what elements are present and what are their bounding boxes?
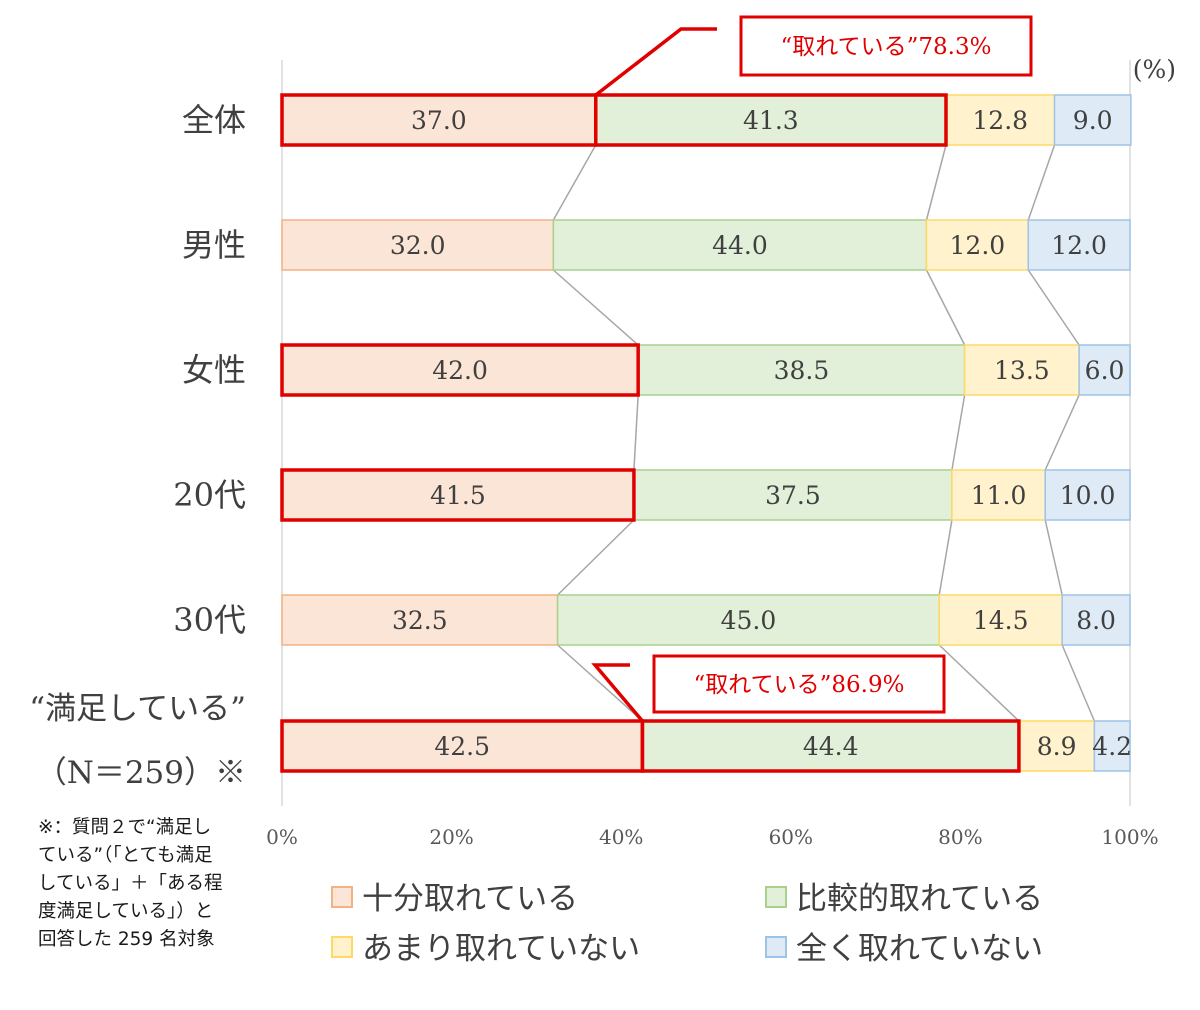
bar-segment-1 <box>281 720 644 772</box>
data-label: 42.5 <box>434 732 490 761</box>
bar-segment-4 <box>1093 720 1131 772</box>
bar-segment-3 <box>1018 720 1096 772</box>
data-label: 14.5 <box>973 606 1029 635</box>
callout-text: “取れている”86.9% <box>694 672 905 698</box>
legend-swatch <box>765 936 787 958</box>
data-label: 10.0 <box>1060 481 1116 510</box>
series-connector-line <box>938 519 953 596</box>
bar-segment-4 <box>1044 469 1131 521</box>
bar-segment-3 <box>925 219 1029 271</box>
callout-leader-line <box>591 663 644 723</box>
legend-label: 十分取れている <box>362 881 578 917</box>
highlight-outline <box>640 719 1021 773</box>
bar-segment-2 <box>633 469 953 521</box>
highlight-outline <box>280 468 636 522</box>
series-connector-line <box>1044 519 1063 596</box>
data-label: 37.0 <box>411 106 467 135</box>
bar-segment-3 <box>951 469 1046 521</box>
highlight-outline <box>594 93 948 147</box>
data-label: 32.0 <box>390 231 446 260</box>
category-label: （N＝259）※ <box>36 755 246 791</box>
x-tick-label: 20% <box>429 825 473 849</box>
data-label: 11.0 <box>971 481 1027 510</box>
series-connector-line <box>925 269 966 346</box>
series-connector-line <box>552 144 597 221</box>
legend-swatch <box>331 936 353 958</box>
callout-box <box>652 654 946 714</box>
series-connector-line <box>925 144 947 221</box>
legend-label: 全く取れていない <box>796 931 1043 967</box>
bar-segment-4 <box>1078 344 1131 396</box>
highlight-outline <box>280 343 640 397</box>
legend-label: あまり取れていない <box>362 931 640 967</box>
series-connector-line <box>557 644 643 722</box>
x-tick-label: 60% <box>769 825 813 849</box>
callout-box <box>739 15 1033 77</box>
series-connector-line <box>1061 644 1096 722</box>
category-label: 30代 <box>173 601 246 639</box>
series-connector-line <box>633 394 639 471</box>
data-label: 41.3 <box>743 106 799 135</box>
series-connector-line <box>1044 394 1080 471</box>
category-label: 男性 <box>182 226 246 264</box>
series-connector-line <box>1027 144 1056 221</box>
data-label: 45.0 <box>721 606 777 635</box>
x-tick-label: 100% <box>1101 825 1158 849</box>
data-label: 12.8 <box>972 106 1028 135</box>
bar-segment-1 <box>281 219 555 271</box>
bar-segment-4 <box>1061 594 1131 646</box>
category-label: “満足している” <box>29 691 246 727</box>
series-connector-line <box>938 644 1020 722</box>
data-label: 44.4 <box>803 732 859 761</box>
data-label: 44.0 <box>712 231 768 260</box>
data-label: 41.5 <box>430 481 486 510</box>
callout-text: “取れている”78.3% <box>781 34 992 60</box>
bar-segment-3 <box>938 594 1063 646</box>
series-connector-line <box>951 394 966 471</box>
data-label: 12.0 <box>950 231 1006 260</box>
legend-label: 比較的取れている <box>796 881 1043 917</box>
x-tick-label: 40% <box>599 825 643 849</box>
data-label: 12.0 <box>1051 231 1107 260</box>
series-connector-line <box>552 269 639 346</box>
category-label: 全体 <box>182 101 246 139</box>
data-label: 6.0 <box>1085 356 1125 385</box>
data-label: 9.0 <box>1073 106 1113 135</box>
bar-segment-2 <box>637 344 966 396</box>
data-label: 8.0 <box>1076 606 1116 635</box>
unit-label: (%) <box>1133 55 1176 84</box>
x-tick-label: 80% <box>938 825 982 849</box>
data-label: 13.5 <box>994 356 1050 385</box>
legend-swatch <box>331 886 353 908</box>
data-label: 4.2 <box>1092 732 1132 761</box>
legend-swatch <box>765 886 787 908</box>
bar-segment-4 <box>1027 219 1131 271</box>
series-connector-line <box>1027 269 1080 346</box>
bar-segment-2 <box>552 219 928 271</box>
bar-segment-1 <box>281 594 559 646</box>
bar-segment-1 <box>281 344 639 396</box>
bar-segment-4 <box>1053 94 1132 146</box>
footnote: ※：質問２で“満足し ている”（「とても満足 している」＋「ある程 度満足してい… <box>38 817 223 950</box>
category-label: 女性 <box>182 351 246 389</box>
category-label: 20代 <box>173 476 246 514</box>
bar-segment-3 <box>963 344 1080 396</box>
data-label: 8.9 <box>1037 732 1077 761</box>
data-label: 32.5 <box>392 606 448 635</box>
data-label: 42.0 <box>432 356 488 385</box>
x-tick-label: 0% <box>266 825 298 849</box>
data-label: 38.5 <box>774 356 830 385</box>
series-connector-line <box>557 519 635 596</box>
bar-segment-2 <box>556 594 940 646</box>
data-label: 37.5 <box>765 481 821 510</box>
callout-leader-line <box>594 27 717 97</box>
